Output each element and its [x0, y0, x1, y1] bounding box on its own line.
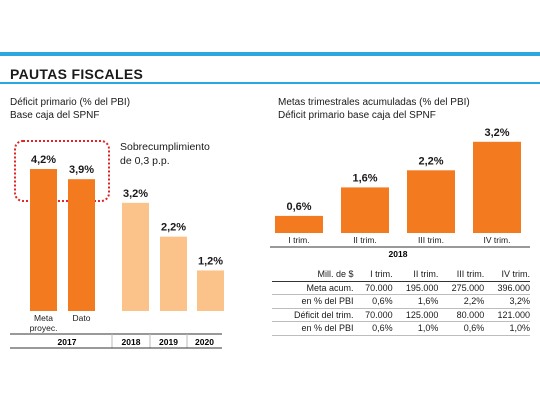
bottom-band: [0, 372, 540, 405]
table-cell: en % del PBI: [272, 294, 354, 309]
bar-2017-0: [30, 169, 57, 311]
bar-value-label: 2,2%: [161, 222, 186, 234]
right-subtitle-line2: Déficit primario base caja del SPNF: [278, 110, 436, 121]
overcompliance-highlight-box: [14, 140, 110, 202]
quarter-bar-value-label: 2,2%: [418, 155, 443, 167]
table-cell: Déficit del trim.: [272, 308, 354, 322]
quarter-bar-value-label: 3,2%: [484, 127, 509, 139]
bar-2019-3: [160, 236, 187, 311]
table-cell: 121.000: [484, 308, 530, 322]
group-label-2020: 2020: [195, 337, 214, 347]
left-subtitle-line2: Base caja del SPNF: [10, 110, 100, 121]
page-title: PAUTAS FISCALES: [10, 66, 144, 82]
table-header-cell: Mill. de $: [272, 268, 354, 282]
table-row: Meta acum. 70.000 195.000 275.000 396.000: [272, 281, 530, 295]
right-subtitle-line1: Metas trimestrales acumuladas (% del PBI…: [278, 97, 470, 108]
quarter-category-label: IV trim.: [484, 235, 511, 245]
quarter-bar-4: [473, 141, 521, 233]
table-cell: 0,6%: [438, 321, 485, 336]
table-cell: en % del PBI: [272, 321, 354, 336]
table-row: en % del PBI 0,6% 1,0% 0,6% 1,0%: [272, 321, 530, 336]
bar-2018-2: [122, 202, 149, 311]
table-cell: 1,6%: [392, 294, 439, 309]
left-subtitle: Déficit primario (% del PBI) Base caja d…: [10, 96, 130, 122]
table-cell: 70.000: [353, 308, 393, 322]
quarter-bar-3: [407, 170, 455, 233]
table-cell: 80.000: [438, 308, 485, 322]
quarter-category-label: III trim.: [418, 235, 444, 245]
table-cell: 125.000: [392, 308, 439, 322]
annotation-line1: Sobrecumplimiento: [120, 141, 210, 153]
bar-category-label: Dato: [73, 313, 91, 323]
quarter-category-label: II trim.: [353, 235, 377, 245]
quarter-bar-value-label: 1,6%: [352, 172, 377, 184]
top-blue-rule: [0, 52, 540, 56]
table-cell: 1,0%: [392, 321, 439, 336]
bar-value-label: 3,2%: [123, 188, 148, 200]
bar-value-label: 3,9%: [69, 164, 94, 176]
bar-2017-1: [68, 179, 95, 311]
group-label-2018: 2018: [122, 337, 141, 347]
table-cell: 396.000: [484, 281, 530, 295]
table-header-cell: IV trim.: [484, 268, 530, 282]
title-underline: [0, 82, 540, 84]
quarter-bar-2: [341, 187, 389, 233]
quarterly-targets-table: Mill. de $ I trim. II trim. III trim. IV tri…: [272, 268, 530, 336]
bar-2020-4: [197, 270, 224, 311]
annotation-line2: de 0,3 p.p.: [120, 155, 170, 167]
quarter-bar-1: [275, 215, 323, 233]
overcompliance-annotation: Sobrecumplimiento de 0,3 p.p.: [120, 140, 210, 168]
table-row: en % del PBI 0,6% 1,6% 2,2% 3,2%: [272, 294, 530, 309]
table-cell: 275.000: [438, 281, 485, 295]
table-cell: 1,0%: [484, 321, 530, 336]
table-header-cell: II trim.: [392, 268, 439, 282]
table-cell: 2,2%: [438, 294, 485, 309]
group-label-2017: 2017: [58, 337, 77, 347]
quarter-bar-value-label: 0,6%: [286, 201, 311, 213]
table-row: Déficit del trim. 70.000 125.000 80.000 121.…: [272, 308, 530, 322]
top-band: [0, 0, 540, 42]
table-header-cell: III trim.: [438, 268, 485, 282]
table-cell: 70.000: [353, 281, 393, 295]
group-label-2019: 2019: [159, 337, 178, 347]
bar-value-label: 4,2%: [31, 154, 56, 166]
bar-category-label: proyec.: [30, 323, 58, 333]
left-subtitle-line1: Déficit primario (% del PBI): [10, 97, 131, 108]
quarter-category-label: I trim.: [288, 235, 309, 245]
bar-value-label: 1,2%: [198, 255, 223, 267]
table-cell: 0,6%: [353, 294, 393, 309]
table-cell: 3,2%: [484, 294, 530, 309]
table-header-cell: I trim.: [353, 268, 393, 282]
table-cell: Meta acum.: [272, 281, 354, 295]
right-subtitle: Metas trimestrales acumuladas (% del PBI…: [278, 96, 470, 122]
table-cell: 0,6%: [353, 321, 393, 336]
table-cell: 195.000: [392, 281, 439, 295]
right-group-label: 2018: [389, 249, 408, 259]
bar-category-label: Meta: [34, 313, 53, 323]
